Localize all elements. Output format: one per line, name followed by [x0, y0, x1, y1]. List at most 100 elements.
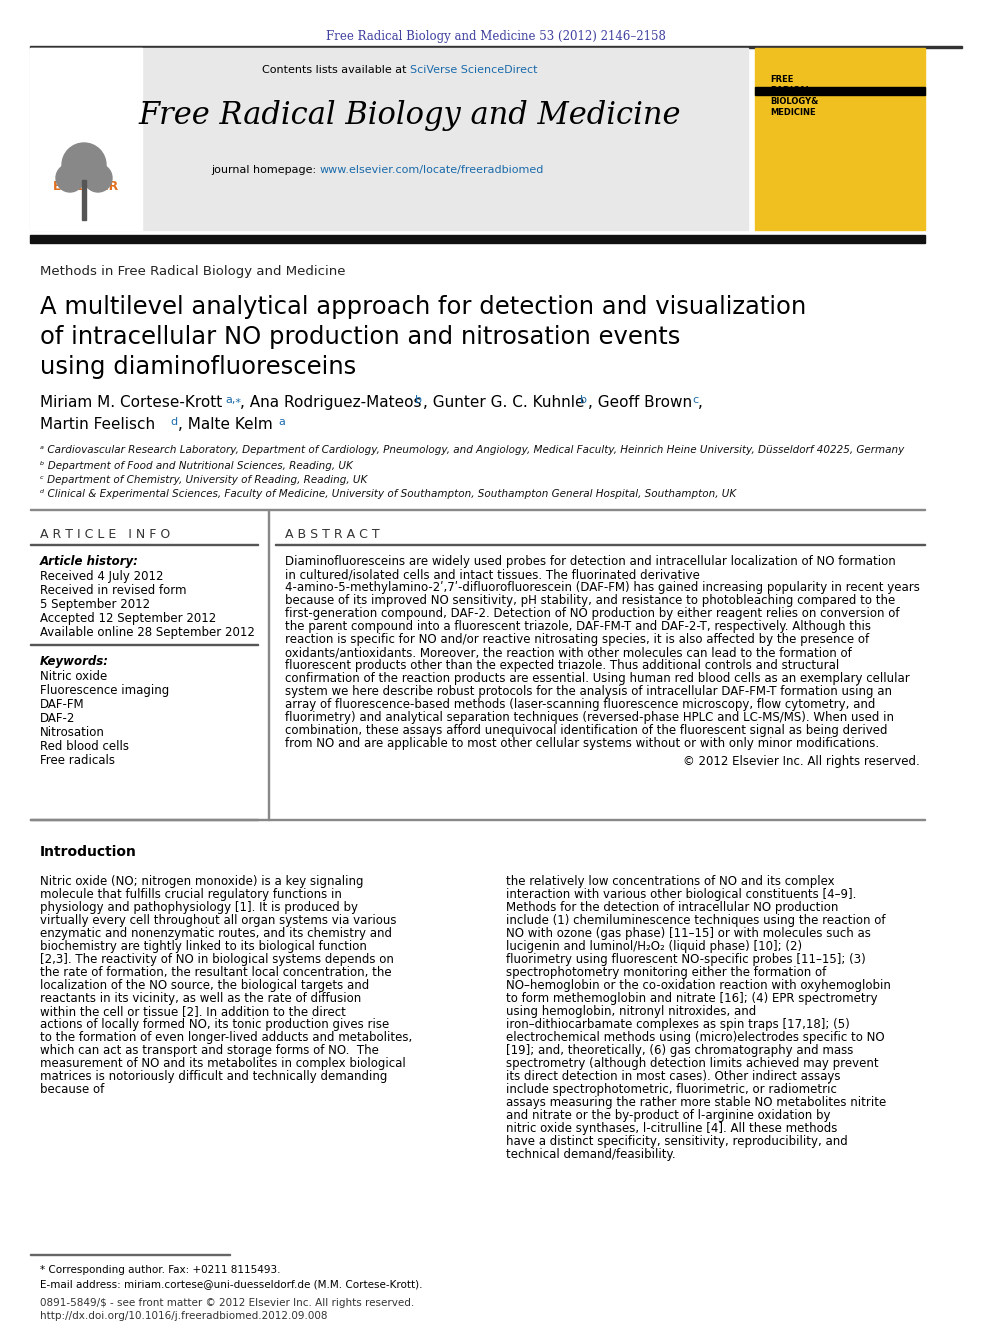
Text: matrices is notoriously difficult and technically demanding: matrices is notoriously difficult and te… [40, 1070, 387, 1084]
Text: 5 September 2012: 5 September 2012 [40, 598, 150, 611]
Text: Methods in Free Radical Biology and Medicine: Methods in Free Radical Biology and Medi… [40, 265, 345, 278]
Text: biochemistry are tightly linked to its biological function: biochemistry are tightly linked to its b… [40, 941, 367, 953]
Text: © 2012 Elsevier Inc. All rights reserved.: © 2012 Elsevier Inc. All rights reserved… [683, 755, 920, 767]
Text: because of: because of [40, 1084, 104, 1095]
Text: using hemoglobin, nitronyl nitroxides, and: using hemoglobin, nitronyl nitroxides, a… [506, 1005, 756, 1017]
Bar [30, 46, 962, 48]
Text: Diaminofluoresceins are widely used probes for detection and intracellular local: Diaminofluoresceins are widely used prob… [285, 556, 896, 568]
Bar [30, 235, 925, 243]
Text: spectrophotometry monitoring either the formation of: spectrophotometry monitoring either the … [506, 966, 826, 979]
Text: www.elsevier.com/locate/freeradbiomed: www.elsevier.com/locate/freeradbiomed [320, 165, 545, 175]
Bar [755, 48, 925, 230]
Text: Nitric oxide (NO; nitrogen monoxide) is a key signaling: Nitric oxide (NO; nitrogen monoxide) is … [40, 875, 363, 888]
Text: 0891-5849/$ - see front matter © 2012 Elsevier Inc. All rights reserved.: 0891-5849/$ - see front matter © 2012 El… [40, 1298, 415, 1308]
Text: have a distinct specificity, sensitivity, reproducibility, and: have a distinct specificity, sensitivity… [506, 1135, 848, 1148]
Bar [268, 509, 269, 820]
Text: molecule that fulfills crucial regulatory functions in: molecule that fulfills crucial regulator… [40, 888, 342, 901]
Text: to form methemoglobin and nitrate [16]; (4) EPR spectrometry: to form methemoglobin and nitrate [16]; … [506, 992, 878, 1005]
Text: ᵇ Department of Food and Nutritional Sciences, Reading, UK: ᵇ Department of Food and Nutritional Sci… [40, 460, 353, 471]
Text: Free Radical Biology and Medicine: Free Radical Biology and Medicine [139, 101, 682, 131]
Text: SciVerse ScienceDirect: SciVerse ScienceDirect [410, 65, 538, 75]
Text: reactants in its vicinity, as well as the rate of diffusion: reactants in its vicinity, as well as th… [40, 992, 361, 1005]
Text: virtually every cell throughout all organ systems via various: virtually every cell throughout all orga… [40, 914, 397, 927]
Text: localization of the NO source, the biological targets and: localization of the NO source, the biolo… [40, 979, 369, 992]
Text: journal homepage:: journal homepage: [211, 165, 320, 175]
Text: , Geoff Brown: , Geoff Brown [588, 396, 692, 410]
Text: NO with ozone (gas phase) [11–15] or with molecules such as: NO with ozone (gas phase) [11–15] or wit… [506, 927, 871, 941]
Text: Article history:: Article history: [40, 556, 139, 568]
Text: the rate of formation, the resultant local concentration, the: the rate of formation, the resultant loc… [40, 966, 392, 979]
Text: its direct detection in most cases). Other indirect assays: its direct detection in most cases). Oth… [506, 1070, 840, 1084]
Text: Methods for the detection of intracellular NO production: Methods for the detection of intracellul… [506, 901, 838, 914]
Bar [30, 48, 142, 230]
Text: assays measuring the rather more stable NO metabolites nitrite: assays measuring the rather more stable … [506, 1095, 886, 1109]
Text: , Ana Rodriguez-Mateos: , Ana Rodriguez-Mateos [240, 396, 422, 410]
Bar [755, 87, 925, 95]
Text: fluorescent products other than the expected triazole. Thus additional controls : fluorescent products other than the expe… [285, 659, 839, 672]
Text: confirmation of the reaction products are essential. Using human red blood cells: confirmation of the reaction products ar… [285, 672, 910, 685]
Text: ᵈ Clinical & Experimental Sciences, Faculty of Medicine, University of Southampt: ᵈ Clinical & Experimental Sciences, Facu… [40, 490, 736, 499]
Text: which can act as transport and storage forms of NO.  The: which can act as transport and storage f… [40, 1044, 379, 1057]
Text: in cultured/isolated cells and intact tissues. The fluorinated derivative: in cultured/isolated cells and intact ti… [285, 568, 700, 581]
Text: [2,3]. The reactivity of NO in biological systems depends on: [2,3]. The reactivity of NO in biologica… [40, 953, 394, 966]
Text: the parent compound into a fluorescent triazole, DAF-FM-T and DAF-2-T, respectiv: the parent compound into a fluorescent t… [285, 620, 871, 632]
Text: to the formation of even longer-lived adducts and metabolites,: to the formation of even longer-lived ad… [40, 1031, 413, 1044]
Text: Received in revised form: Received in revised form [40, 583, 186, 597]
Text: Nitric oxide: Nitric oxide [40, 669, 107, 683]
Text: lucigenin and luminol/H₂O₂ (liquid phase) [10]; (2): lucigenin and luminol/H₂O₂ (liquid phase… [506, 941, 803, 953]
Text: and nitrate or the by-product of l-arginine oxidation by: and nitrate or the by-product of l-argin… [506, 1109, 830, 1122]
Text: iron–dithiocarbamate complexes as spin traps [17,18]; (5): iron–dithiocarbamate complexes as spin t… [506, 1017, 850, 1031]
Bar [82, 180, 86, 220]
Text: Introduction: Introduction [40, 845, 137, 859]
Text: a: a [278, 417, 285, 427]
Text: enzymatic and nonenzymatic routes, and its chemistry and: enzymatic and nonenzymatic routes, and i… [40, 927, 392, 941]
Text: a,⁎: a,⁎ [225, 396, 241, 405]
Text: Contents lists available at: Contents lists available at [262, 65, 410, 75]
Text: because of its improved NO sensitivity, pH stability, and resistance to photoble: because of its improved NO sensitivity, … [285, 594, 895, 607]
Text: c: c [692, 396, 698, 405]
Bar [30, 48, 748, 230]
Text: E-mail address: miriam.cortese@uni-duesseldorf.de (M.M. Cortese-Krott).: E-mail address: miriam.cortese@uni-duess… [40, 1279, 423, 1289]
Text: oxidants/antioxidants. Moreover, the reaction with other molecules can lead to t: oxidants/antioxidants. Moreover, the rea… [285, 646, 852, 659]
Text: array of fluorescence-based methods (laser-scanning fluorescence microscopy, flo: array of fluorescence-based methods (las… [285, 699, 875, 710]
Text: , Gunter G. C. Kuhnle: , Gunter G. C. Kuhnle [423, 396, 584, 410]
Text: DAF-FM: DAF-FM [40, 699, 84, 710]
Text: Nitrosation: Nitrosation [40, 726, 105, 740]
Text: A R T I C L E   I N F O: A R T I C L E I N F O [40, 528, 171, 541]
Text: interaction with various other biological constituents [4–9].: interaction with various other biologica… [506, 888, 856, 901]
Text: of intracellular NO production and nitrosation events: of intracellular NO production and nitro… [40, 325, 681, 349]
Text: Received 4 July 2012: Received 4 July 2012 [40, 570, 164, 583]
Text: FREE
RADICAL
BIOLOGY&
MEDICINE: FREE RADICAL BIOLOGY& MEDICINE [770, 75, 818, 118]
Text: * Corresponding author. Fax: +0211 8115493.: * Corresponding author. Fax: +0211 81154… [40, 1265, 281, 1275]
Text: physiology and pathophysiology [1]. It is produced by: physiology and pathophysiology [1]. It i… [40, 901, 358, 914]
Text: [19]; and, theoretically, (6) gas chromatography and mass: [19]; and, theoretically, (6) gas chroma… [506, 1044, 853, 1057]
Circle shape [84, 164, 112, 192]
Text: Available online 28 September 2012: Available online 28 September 2012 [40, 626, 255, 639]
Text: Free radicals: Free radicals [40, 754, 115, 767]
Text: include spectrophotometric, fluorimetric, or radiometric: include spectrophotometric, fluorimetric… [506, 1084, 837, 1095]
Text: , Malte Kelm: , Malte Kelm [178, 417, 273, 433]
Text: from NO and are applicable to most other cellular systems without or with only m: from NO and are applicable to most other… [285, 737, 879, 750]
Text: DAF-2: DAF-2 [40, 712, 75, 725]
Text: ELSEVIER: ELSEVIER [53, 180, 119, 193]
Text: Red blood cells: Red blood cells [40, 740, 129, 753]
Text: nitric oxide synthases, l-citrulline [4]. All these methods: nitric oxide synthases, l-citrulline [4]… [506, 1122, 837, 1135]
Text: electrochemical methods using (micro)electrodes specific to NO: electrochemical methods using (micro)ele… [506, 1031, 885, 1044]
Text: spectrometry (although detection limits achieved may prevent: spectrometry (although detection limits … [506, 1057, 879, 1070]
Text: fluorimetry) and analytical separation techniques (reversed-phase HPLC and LC-MS: fluorimetry) and analytical separation t… [285, 710, 894, 724]
Text: first-generation compound, DAF-2. Detection of NO production by either reagent r: first-generation compound, DAF-2. Detect… [285, 607, 900, 620]
Circle shape [56, 164, 84, 192]
Text: using diaminofluoresceins: using diaminofluoresceins [40, 355, 356, 378]
Text: Martin Feelisch: Martin Feelisch [40, 417, 155, 433]
Text: ᵃ Cardiovascular Research Laboratory, Department of Cardiology, Pneumology, and : ᵃ Cardiovascular Research Laboratory, De… [40, 445, 905, 455]
Text: ,: , [698, 396, 703, 410]
Text: Miriam M. Cortese-Krott: Miriam M. Cortese-Krott [40, 396, 222, 410]
Text: system we here describe robust protocols for the analysis of intracellular DAF-F: system we here describe robust protocols… [285, 685, 892, 699]
Text: b: b [415, 396, 422, 405]
Text: b: b [580, 396, 587, 405]
Text: Free Radical Biology and Medicine 53 (2012) 2146–2158: Free Radical Biology and Medicine 53 (20… [326, 30, 666, 44]
Text: include (1) chemiluminescence techniques using the reaction of: include (1) chemiluminescence techniques… [506, 914, 886, 927]
Text: within the cell or tissue [2]. In addition to the direct: within the cell or tissue [2]. In additi… [40, 1005, 346, 1017]
Text: technical demand/feasibility.: technical demand/feasibility. [506, 1148, 676, 1162]
Text: A B S T R A C T: A B S T R A C T [285, 528, 380, 541]
